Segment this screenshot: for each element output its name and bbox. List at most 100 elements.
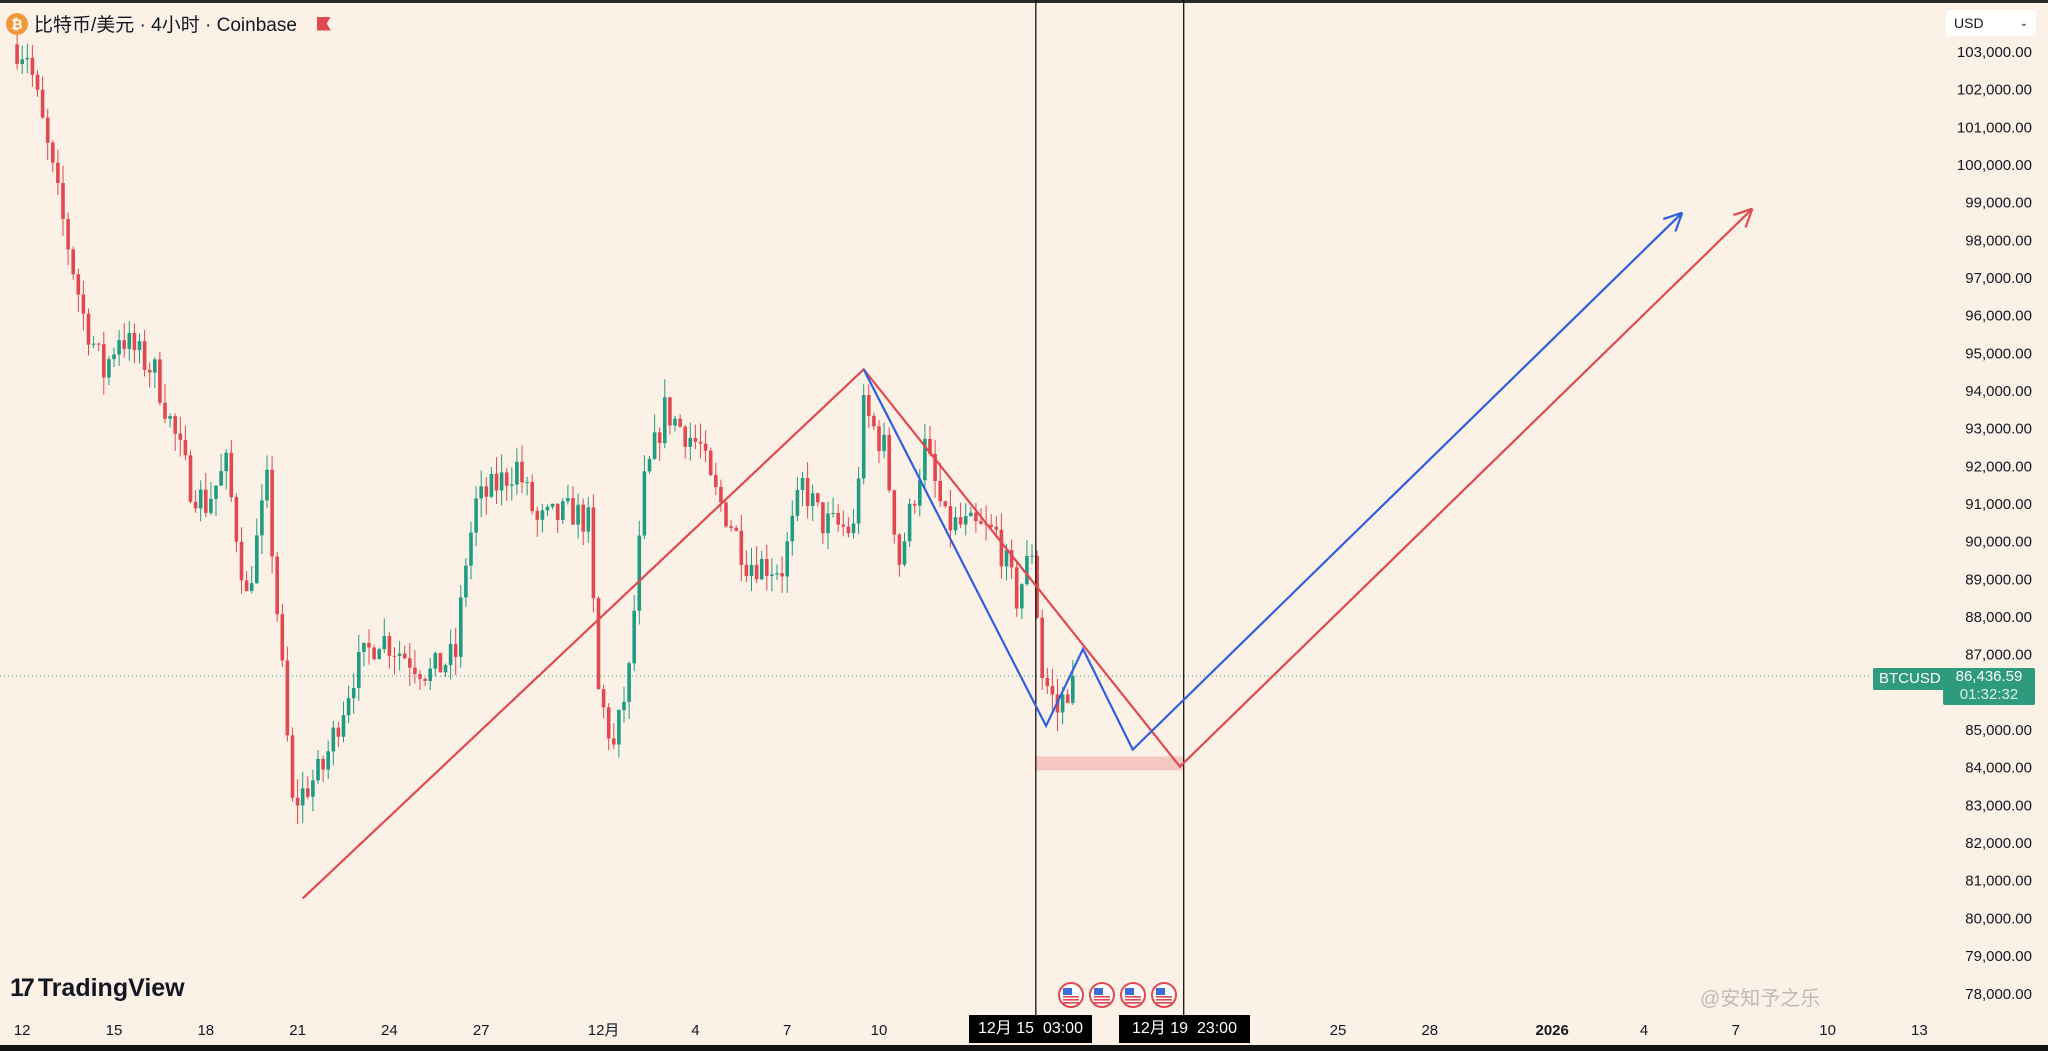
us-event-flag-icon[interactable] xyxy=(1089,982,1115,1008)
candle-body xyxy=(239,541,244,581)
flag-icon[interactable] xyxy=(316,16,331,31)
candle-body xyxy=(183,439,188,456)
candle-body xyxy=(285,660,290,736)
price-tick-label: 84,000.00 xyxy=(1965,760,2032,777)
candle-body xyxy=(805,478,810,507)
candle-body xyxy=(683,426,687,447)
candle-body xyxy=(887,434,891,491)
candle-body xyxy=(193,501,198,509)
candle-body xyxy=(300,788,305,806)
candle-body xyxy=(759,558,764,580)
us-event-flag-icon[interactable] xyxy=(1151,982,1177,1008)
candle-body xyxy=(30,57,35,75)
candle-body xyxy=(810,493,815,507)
candle-body xyxy=(530,481,534,511)
chart-header: ₿ 比特币/美元 · 4小时 · Coinbase xyxy=(6,10,331,37)
candle-body xyxy=(1004,550,1009,567)
candle-body xyxy=(856,478,861,524)
candle-body xyxy=(912,503,917,506)
candle-body xyxy=(316,758,320,781)
us-event-flag-icon[interactable] xyxy=(1058,982,1084,1008)
tradingview-logo[interactable]: 17 TradingView xyxy=(10,974,185,1002)
flag-stripe xyxy=(1063,1002,1079,1004)
candle-body xyxy=(790,515,795,542)
price-tick-label: 83,000.00 xyxy=(1965,797,2032,814)
candle-body xyxy=(260,500,264,536)
last-price-label: 86,436.59 01:32:32 xyxy=(1943,668,2035,705)
candle-body xyxy=(351,687,356,699)
candle-body xyxy=(188,455,193,502)
candle-body xyxy=(1045,677,1050,686)
candle-body xyxy=(520,461,524,483)
candle-body xyxy=(153,359,157,373)
candle-body xyxy=(974,512,978,522)
time-tick-label: 12 xyxy=(14,1022,31,1039)
price-tick-label: 90,000.00 xyxy=(1965,534,2032,551)
candle-body xyxy=(632,610,636,664)
flag-stripe xyxy=(1094,996,1110,998)
candle-body xyxy=(484,486,489,497)
candle-body xyxy=(591,507,596,599)
chevron-down-icon: ⌄ xyxy=(2019,17,2028,29)
price-tick-label: 96,000.00 xyxy=(1965,308,2032,325)
us-event-flag-icon[interactable] xyxy=(1120,982,1146,1008)
candle-body xyxy=(545,506,550,511)
candle-body xyxy=(459,597,463,657)
candle-body xyxy=(86,313,91,345)
candle-body xyxy=(20,59,24,64)
candle-body xyxy=(918,480,922,506)
candle-body xyxy=(341,715,346,737)
candle-body xyxy=(423,678,427,681)
candle-body xyxy=(132,332,137,351)
price-tick-label: 100,000.00 xyxy=(1957,157,2032,174)
arrowhead-icon xyxy=(1733,207,1753,217)
candle-body xyxy=(708,450,713,475)
candle-body xyxy=(448,644,453,666)
candle-body xyxy=(836,512,840,525)
candle-body xyxy=(647,458,652,472)
candle-body xyxy=(688,437,693,447)
candle-body xyxy=(525,481,529,483)
flag-stripe xyxy=(1094,999,1110,1001)
candle-body xyxy=(280,614,285,661)
candle-body xyxy=(102,344,106,378)
arrowhead-icon xyxy=(1662,211,1683,221)
candle-body xyxy=(71,249,75,275)
candle-body xyxy=(800,478,805,490)
candle-body xyxy=(586,507,591,532)
candle-body xyxy=(601,689,606,708)
candle-body xyxy=(851,523,856,534)
candle-body xyxy=(290,735,295,798)
candle-body xyxy=(81,294,86,314)
flag-stripe xyxy=(1063,996,1079,998)
candle-body xyxy=(535,510,540,520)
currency-label: USD xyxy=(1954,15,1984,31)
candle-body xyxy=(1040,617,1044,678)
candle-body xyxy=(657,432,662,444)
currency-dropdown[interactable]: USD ⌄ xyxy=(1946,10,2036,36)
price-tick-label: 91,000.00 xyxy=(1965,496,2032,513)
tradingview-mark-icon: 17 xyxy=(10,974,35,1002)
candle-body xyxy=(953,517,958,531)
flag-stripe xyxy=(1125,999,1141,1001)
candle-body xyxy=(397,653,402,656)
candle-body xyxy=(326,751,330,770)
candle-body xyxy=(35,74,40,90)
candle-body xyxy=(45,117,50,143)
candle-body xyxy=(703,443,708,451)
price-tick-label: 102,000.00 xyxy=(1957,82,2032,99)
candle-body xyxy=(724,502,728,527)
candle-body xyxy=(408,658,412,668)
candle-body xyxy=(1009,550,1014,568)
candle-body xyxy=(714,474,718,487)
candle-body xyxy=(765,558,769,576)
candle-body xyxy=(510,484,514,486)
candle-body xyxy=(311,780,315,797)
time-tick-label: 25 xyxy=(1330,1022,1347,1039)
candle-body xyxy=(902,541,907,565)
price-tick-label: 82,000.00 xyxy=(1965,835,2032,852)
candle-body xyxy=(780,573,784,577)
candle-body xyxy=(979,521,983,524)
time-tick-label: 12月 xyxy=(588,1022,620,1039)
